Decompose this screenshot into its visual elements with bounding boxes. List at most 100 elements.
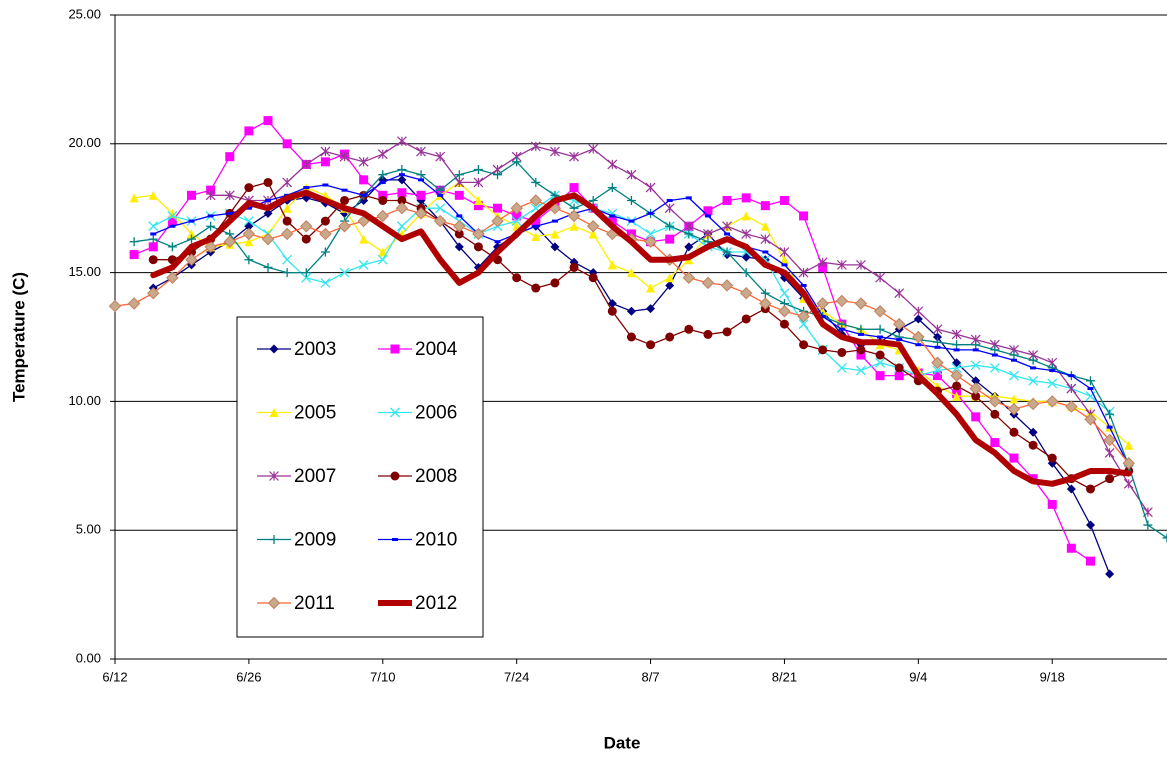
data-point: [628, 219, 635, 223]
data-point: [341, 188, 348, 192]
data-point: [359, 234, 369, 244]
data-point: [818, 345, 828, 355]
data-point: [167, 242, 177, 252]
data-point: [837, 319, 847, 329]
data-point: [282, 254, 293, 265]
data-point: [856, 324, 866, 334]
data-point: [433, 214, 447, 228]
data-point: [1084, 413, 1097, 426]
data-point: [607, 260, 617, 270]
data-point: [226, 211, 233, 215]
data-point: [1104, 447, 1115, 458]
data-point: [204, 240, 217, 254]
data-point: [340, 195, 350, 205]
data-point: [950, 369, 963, 382]
data-point: [378, 247, 388, 257]
y-tick-label: 20.00: [68, 135, 101, 150]
data-point: [244, 126, 254, 136]
data-point: [397, 175, 407, 185]
series-line: [209, 140, 1149, 513]
data-point: [816, 297, 829, 310]
data-point: [358, 156, 369, 167]
data-point: [338, 220, 351, 233]
data-point: [1009, 350, 1019, 360]
data-point: [1087, 387, 1094, 391]
y-tick-label: 25.00: [68, 6, 101, 21]
data-point: [835, 294, 849, 308]
data-point: [358, 259, 369, 270]
data-point: [320, 146, 331, 157]
data-point: [301, 272, 312, 283]
data-point: [607, 306, 617, 316]
data-point: [551, 219, 558, 223]
data-point: [319, 227, 332, 241]
data-point: [644, 235, 657, 248]
data-point: [779, 319, 789, 329]
data-point: [1049, 368, 1056, 372]
data-point: [1066, 543, 1076, 553]
data-point: [645, 182, 656, 193]
data-point: [263, 262, 273, 272]
data-point: [875, 371, 885, 381]
data-point: [1068, 374, 1075, 378]
data-point: [301, 234, 311, 244]
data-point: [646, 304, 656, 314]
data-point: [512, 211, 522, 221]
data-point: [567, 209, 581, 223]
data-point: [990, 345, 1000, 355]
data-point: [147, 287, 160, 300]
legend-marker: [390, 471, 400, 481]
data-point: [320, 157, 330, 167]
data-point: [206, 221, 216, 231]
legend-label: 2004: [415, 339, 458, 360]
data-point: [893, 317, 906, 331]
data-point: [224, 190, 235, 201]
data-point: [1047, 499, 1057, 509]
data-point: [778, 305, 791, 318]
data-point: [395, 201, 409, 215]
legend-label: 2005: [294, 403, 336, 424]
data-point: [703, 229, 713, 239]
data-point: [378, 195, 388, 205]
data-point: [760, 201, 770, 211]
data-point: [703, 206, 713, 216]
data-point: [148, 234, 158, 244]
data-point: [169, 224, 176, 228]
data-point: [225, 152, 235, 162]
data-point: [684, 229, 694, 239]
data-point: [569, 151, 579, 162]
data-point: [877, 335, 884, 339]
x-tick-label: 8/21: [772, 669, 797, 684]
data-point: [1010, 358, 1017, 362]
data-point: [741, 193, 751, 203]
data-point: [683, 221, 694, 232]
data-point: [970, 360, 981, 371]
data-point: [127, 297, 141, 310]
data-point: [685, 196, 692, 200]
data-point: [376, 209, 389, 223]
y-tick-label: 5.00: [76, 522, 101, 537]
data-point: [819, 314, 826, 318]
data-point: [760, 288, 770, 298]
data-point: [282, 216, 292, 226]
data-point: [915, 343, 922, 347]
data-point: [205, 190, 216, 201]
data-point: [397, 188, 407, 198]
data-point: [129, 237, 139, 247]
data-point: [377, 149, 388, 160]
data-point: [646, 340, 656, 350]
data-point: [360, 193, 367, 197]
data-point: [166, 271, 179, 284]
data-point: [875, 272, 886, 283]
data-point: [339, 151, 350, 162]
legend-label: 2012: [415, 593, 457, 614]
data-point: [703, 329, 713, 339]
data-point: [741, 314, 751, 324]
data-point: [875, 350, 885, 360]
data-point: [188, 219, 195, 223]
data-point: [722, 327, 732, 337]
data-point: [493, 170, 503, 180]
data-point: [530, 141, 541, 152]
data-point: [588, 144, 599, 154]
